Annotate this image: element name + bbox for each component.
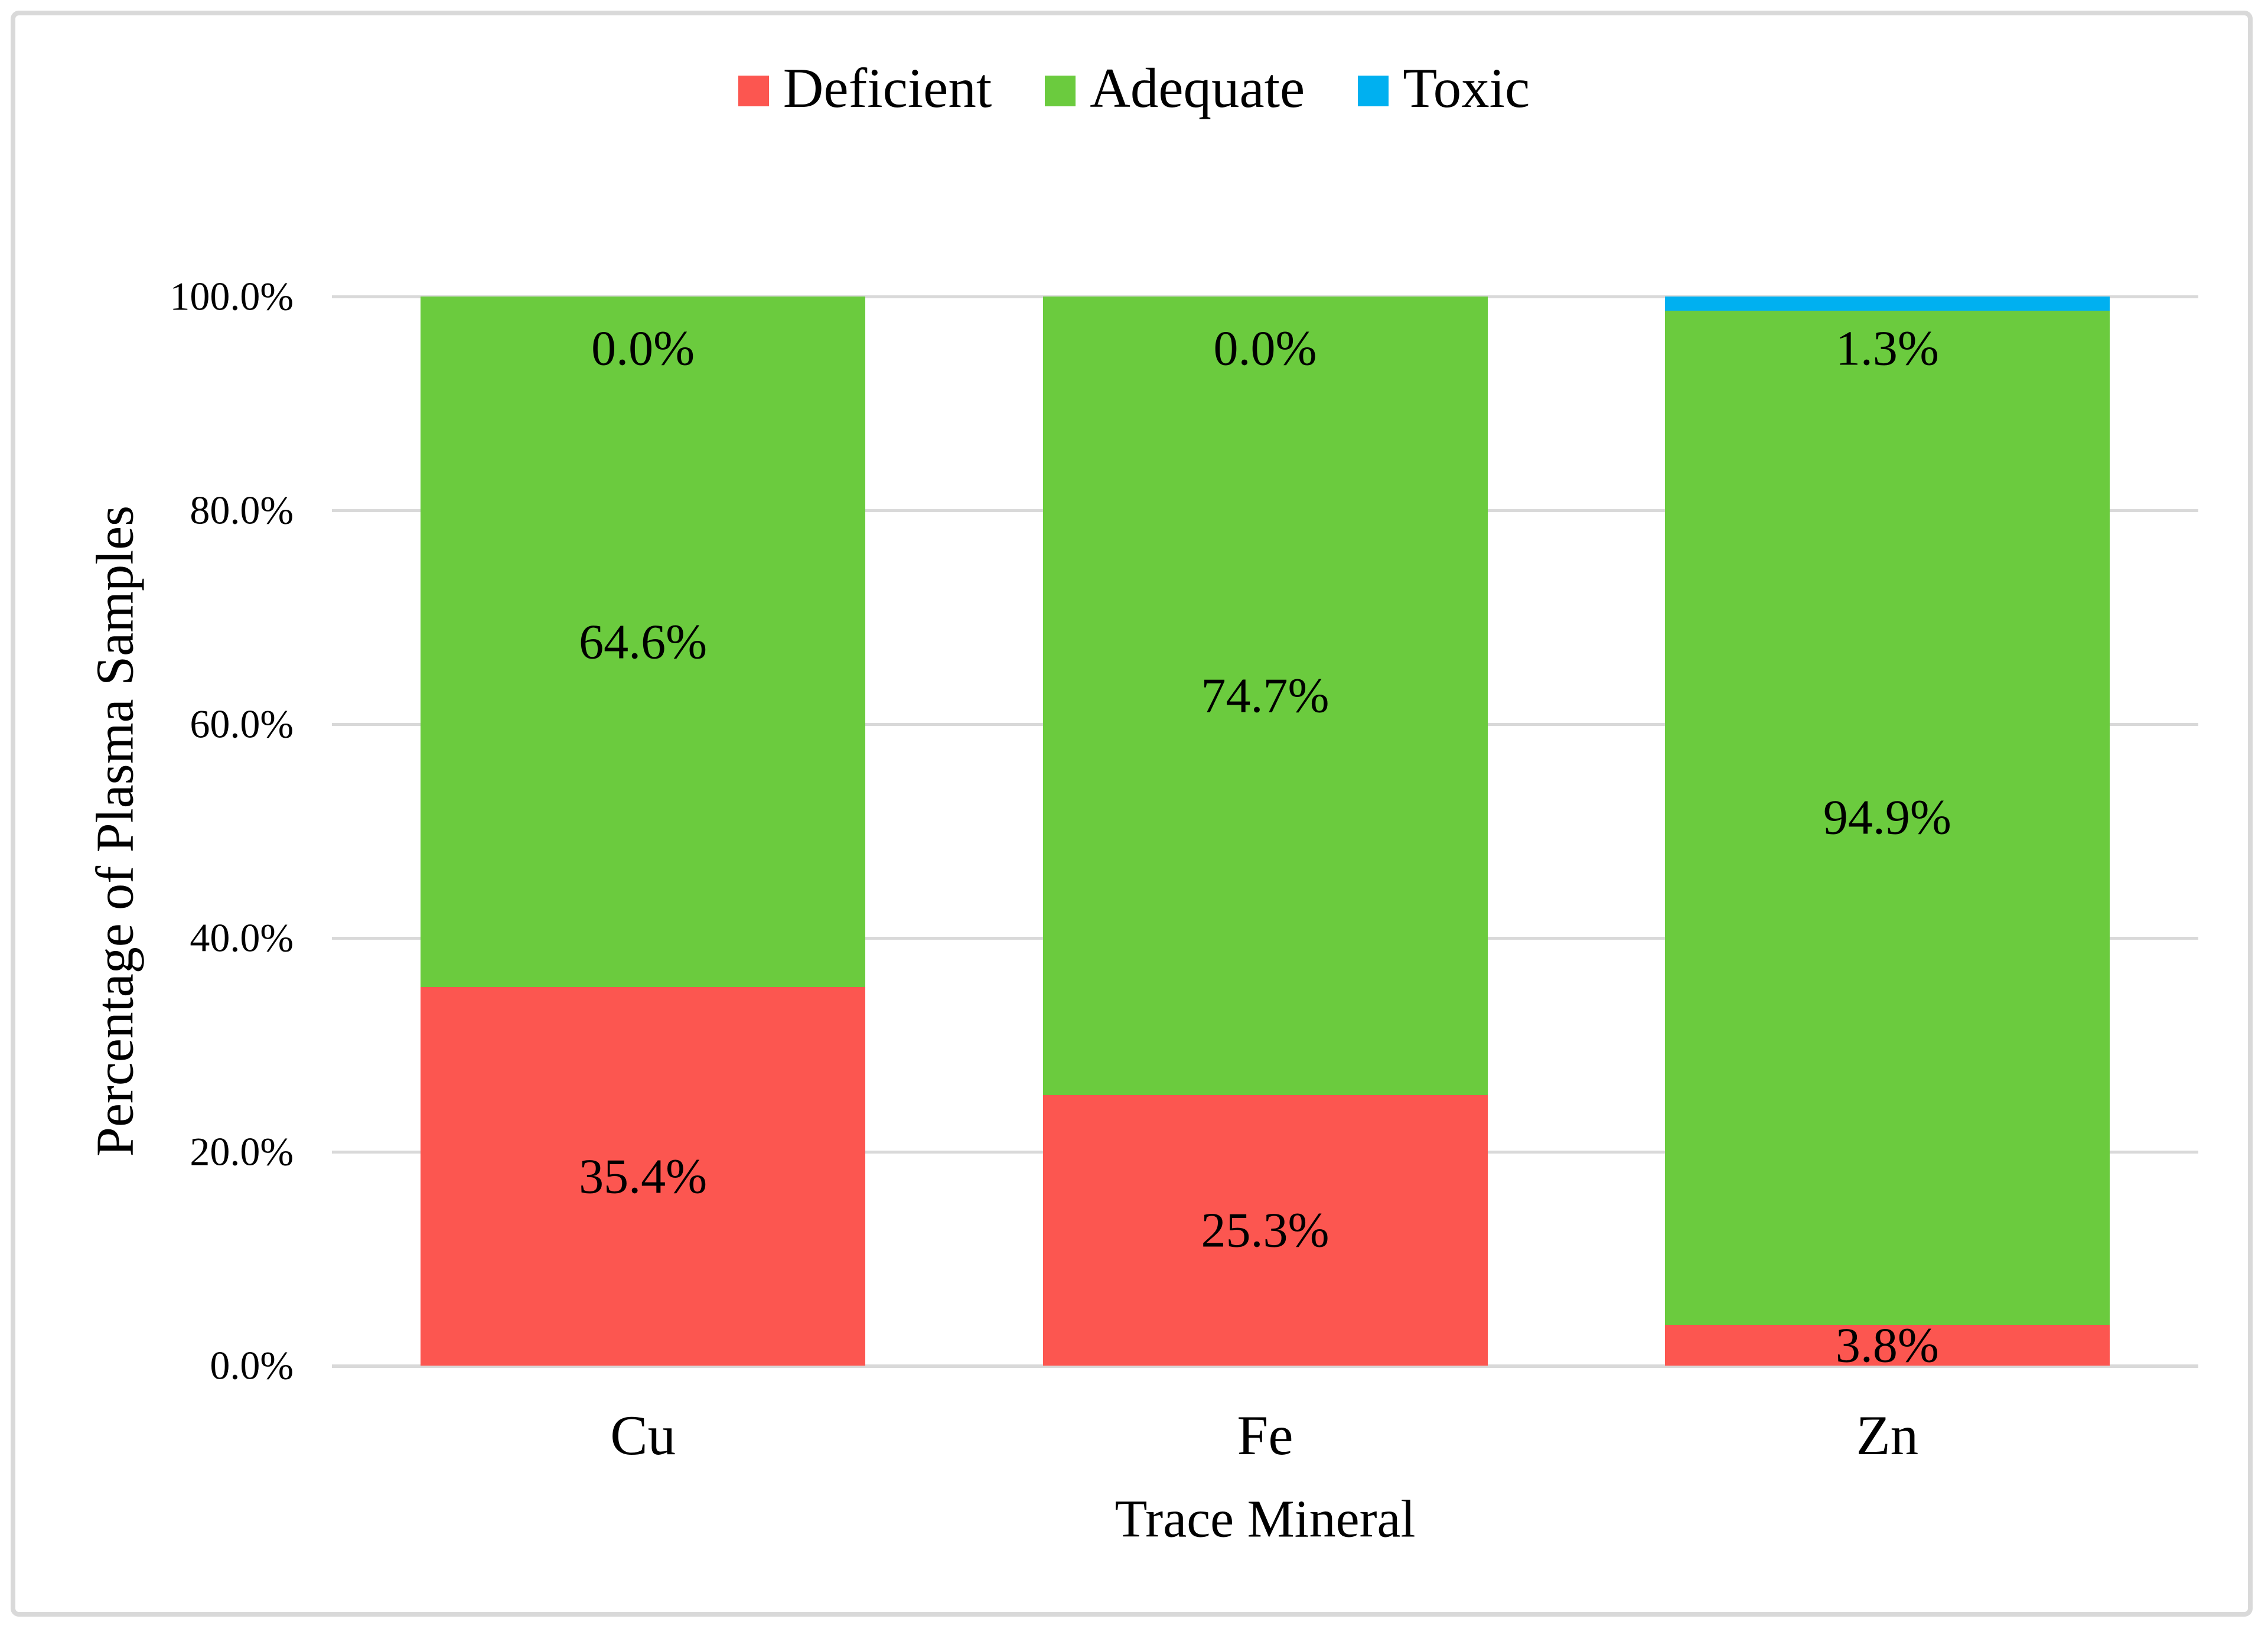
y-tick-80.0%: 80.0% [190, 487, 294, 533]
plot-area: 35.4% 64.6% 0.0% 25.3% 74.7% 0.0% 3.8% 94.9% 1.3… [332, 295, 2198, 1373]
y-tick-100.0%: 100.0% [170, 273, 294, 319]
y-axis-title: Percentage of Plasma Samples [86, 505, 145, 1157]
legend-swatch-adequate [1045, 75, 1076, 106]
legend-item-toxic: Toxic [1358, 48, 1530, 128]
bar-zn-segment-toxic [1664, 297, 2110, 311]
bar-cu-segment-adequate [421, 297, 866, 988]
data-label-fe-deficient: 25.3% [1201, 1203, 1329, 1258]
data-label-cu-adequate: 64.6% [579, 614, 708, 670]
x-axis-label-fe: Fe [1237, 1404, 1293, 1467]
bar-cu-segment-deficient [421, 987, 866, 1366]
data-label-fe-adequate: 74.7% [1201, 668, 1329, 724]
legend-label: Toxic [1403, 57, 1530, 119]
y-tick-60.0%: 60.0% [190, 701, 294, 747]
bar-zn-segment-adequate [1664, 310, 2110, 1325]
data-label-zn-toxic: 1.3% [1835, 321, 1939, 376]
bar-fe [1042, 297, 1488, 1366]
chart-legend: Deficient Adequate Toxic [0, 48, 2268, 128]
legend-label: Adequate [1090, 57, 1305, 119]
data-label-zn-deficient: 3.8% [1835, 1318, 1939, 1373]
data-label-cu-toxic: 0.0% [591, 321, 695, 376]
x-axis-label-zn: Zn [1856, 1404, 1919, 1467]
x-axis-title: Trace Mineral [1115, 1490, 1416, 1549]
legend-swatch-toxic [1358, 75, 1389, 106]
x-axis-label-cu: Cu [610, 1404, 676, 1467]
y-tick-40.0%: 40.0% [190, 915, 294, 960]
bar-zn-segment-deficient [1664, 1325, 2110, 1366]
bar-fe-segment-adequate [1042, 297, 1488, 1096]
y-tick-0.0%: 0.0% [210, 1343, 294, 1388]
legend-item-deficient: Deficient [738, 48, 992, 128]
legend-label: Deficient [783, 57, 992, 119]
x-axis-line [332, 1364, 2198, 1368]
bar-fe-segment-deficient [1042, 1095, 1488, 1366]
data-label-fe-toxic: 0.0% [1213, 321, 1317, 376]
bar-zn [1664, 297, 2110, 1366]
data-label-cu-deficient: 35.4% [579, 1149, 708, 1204]
y-tick-20.0%: 20.0% [190, 1129, 294, 1174]
legend-item-adequate: Adequate [1045, 48, 1305, 128]
data-label-zn-adequate: 94.9% [1823, 790, 1951, 845]
legend-swatch-deficient [738, 75, 769, 106]
bar-cu [421, 297, 866, 1366]
